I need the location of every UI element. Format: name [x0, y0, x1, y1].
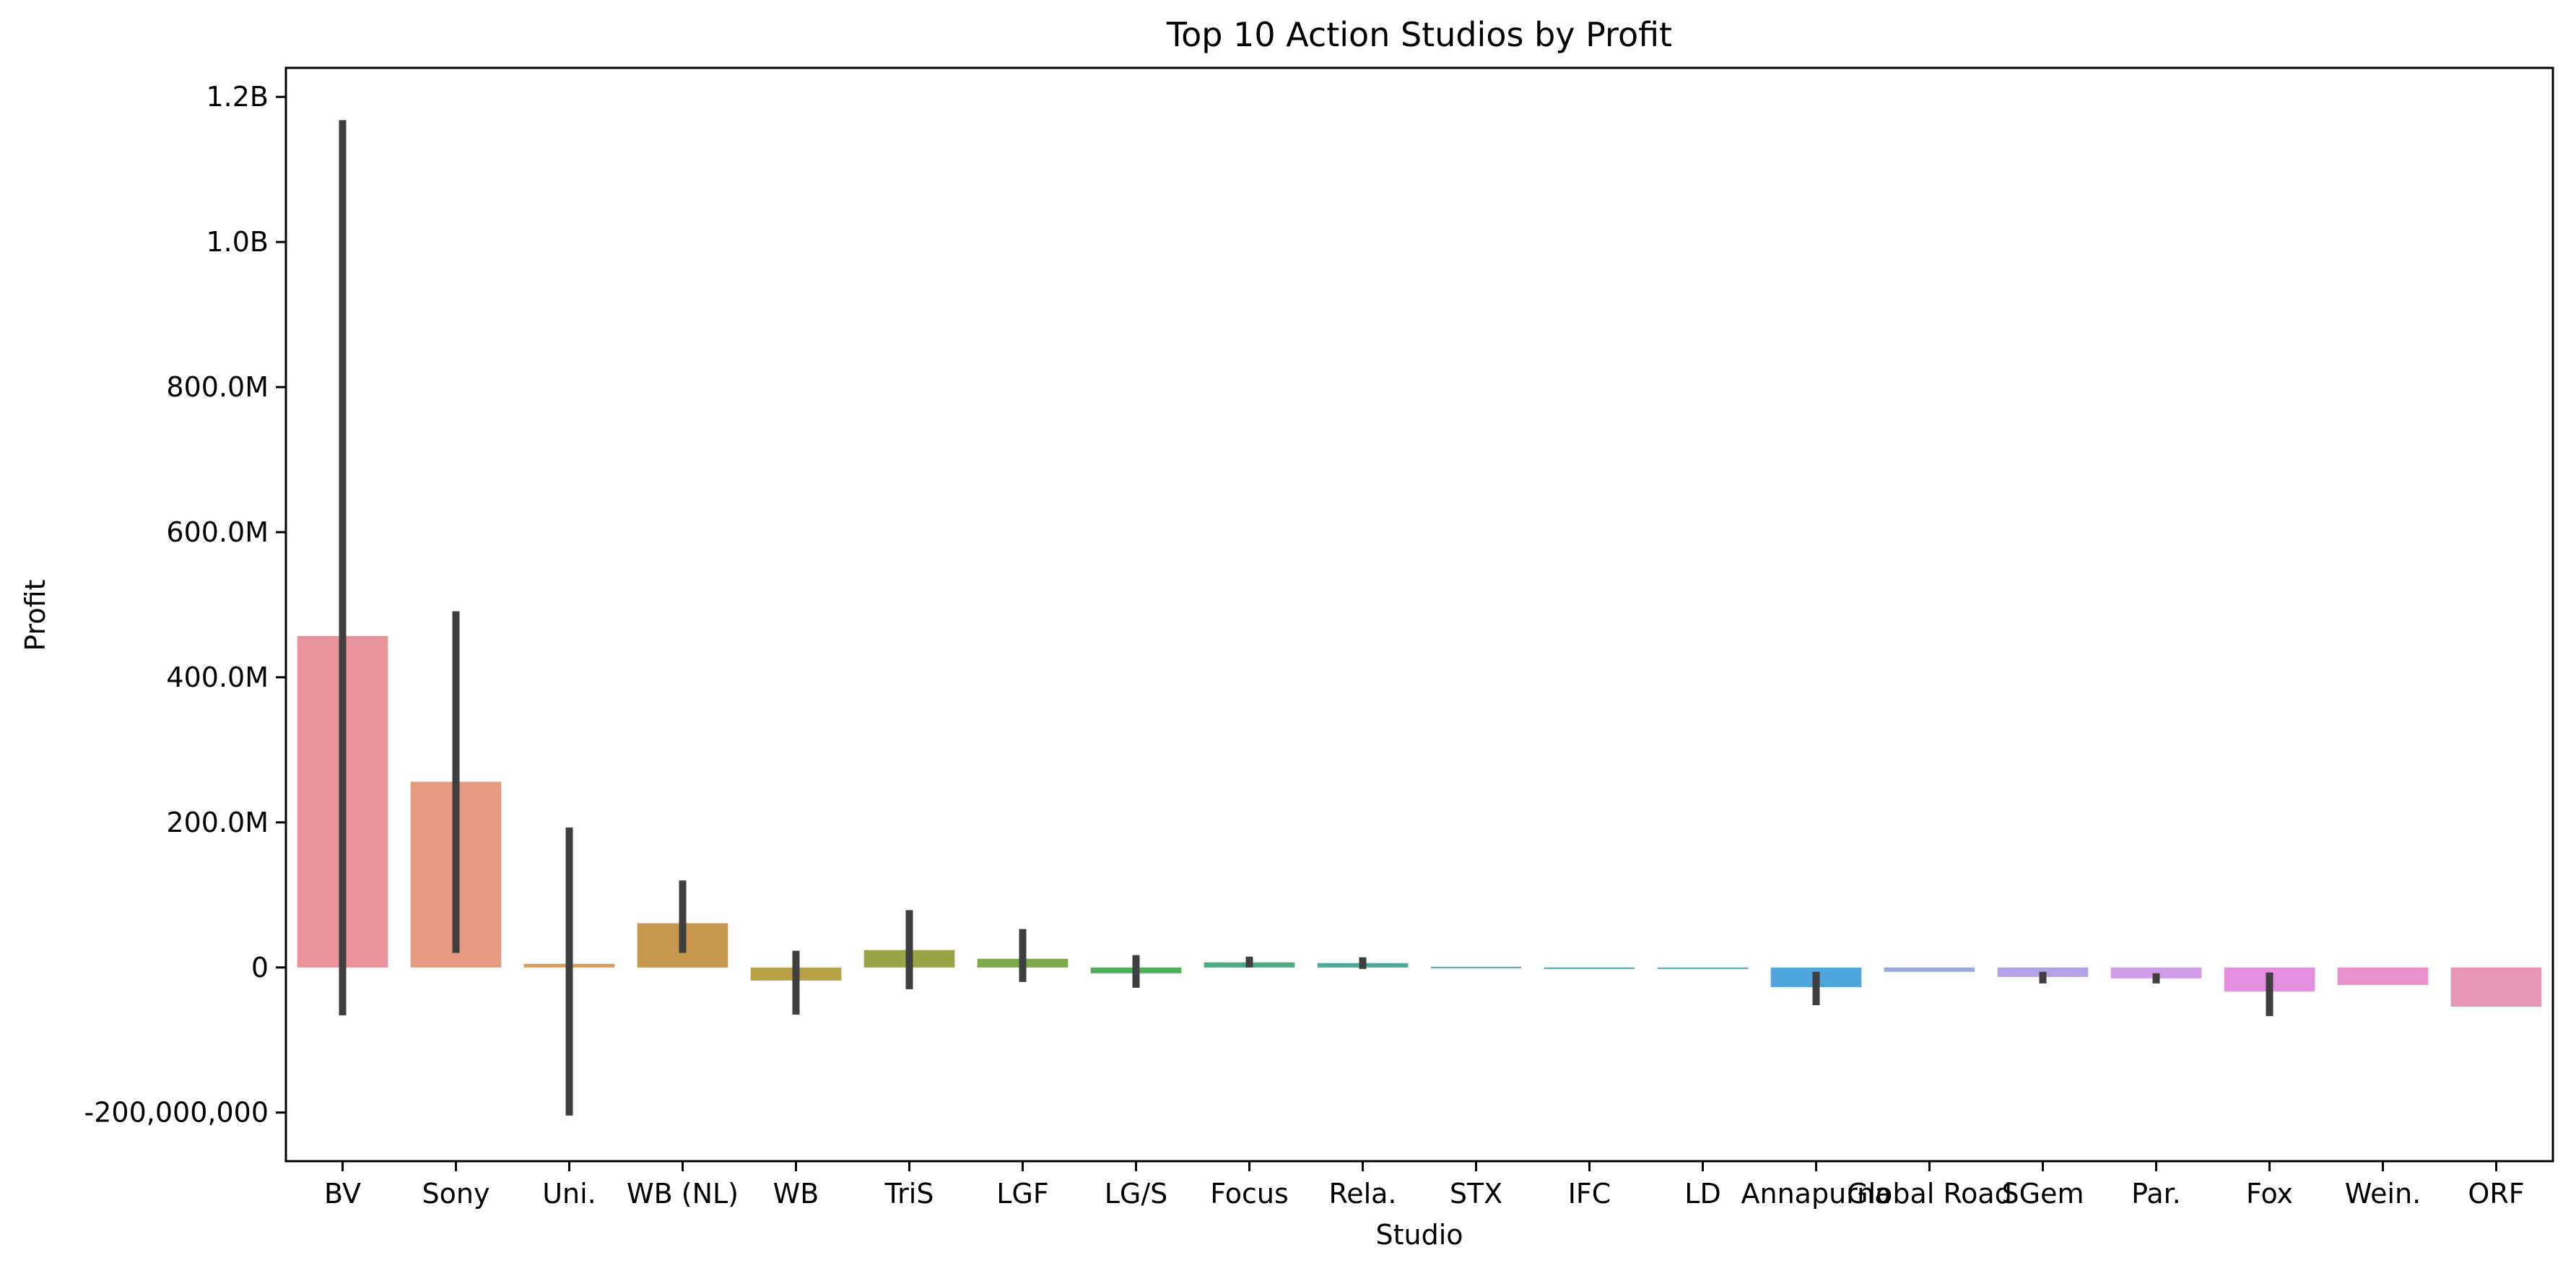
bar — [1884, 967, 1975, 972]
x-tick-label: Sony — [422, 1178, 490, 1210]
x-tick-label: Global Road — [1847, 1178, 2012, 1210]
x-tick-label: WB — [773, 1178, 819, 1210]
x-tick-label: Rela. — [1329, 1178, 1397, 1210]
bar — [2110, 967, 2202, 978]
x-tick-label: Par. — [2131, 1178, 2181, 1210]
bar — [1657, 967, 1749, 969]
error-bars-group — [339, 120, 2273, 1116]
x-tick-label: LD — [1684, 1178, 1720, 1210]
x-tick-label: WB (NL) — [627, 1178, 739, 1210]
y-tick-label: 200.0M — [166, 807, 269, 838]
x-axis-label: Studio — [1375, 1219, 1463, 1251]
x-tick-label: Wein. — [2345, 1178, 2421, 1210]
x-tick-label: ORF — [2468, 1178, 2524, 1210]
bar — [1430, 966, 1522, 968]
x-tick-label: Uni. — [542, 1178, 596, 1210]
y-tick-label: 800.0M — [166, 371, 269, 403]
y-tick-label: 1.2B — [206, 81, 269, 113]
x-tick-label: SGem — [2002, 1178, 2084, 1210]
bar — [1544, 967, 1635, 969]
x-axis-ticks: BV Sony Uni. WB (NL) WB TriS LGF LG/S Focus Rela.… — [324, 1161, 2525, 1210]
chart-title: Top 10 Action Studios by Profit — [1166, 15, 1672, 54]
y-tick-label: -200,000,000 — [84, 1097, 269, 1129]
x-tick-label: LGF — [996, 1178, 1048, 1210]
x-tick-label: STX — [1450, 1178, 1502, 1210]
x-tick-label: Focus — [1210, 1178, 1289, 1210]
y-tick-label: 400.0M — [166, 661, 269, 693]
x-tick-label: Annapurna — [1741, 1178, 1892, 1210]
x-tick-label: Fox — [2246, 1178, 2293, 1210]
bar — [2337, 967, 2429, 985]
bar — [2450, 967, 2542, 1007]
y-tick-label: 0 — [251, 952, 269, 984]
y-axis-ticks: -200,000,000 0 200.0M 400.0M 600.0M 800.0M 1.0… — [84, 81, 286, 1129]
y-tick-label: 1.0B — [206, 226, 269, 258]
x-tick-label: LG/S — [1105, 1178, 1168, 1210]
y-tick-label: 600.0M — [166, 516, 269, 548]
x-tick-label: BV — [324, 1178, 361, 1210]
y-axis-label: Profit — [19, 579, 51, 651]
plot-frame — [284, 66, 2554, 1163]
x-tick-label: TriS — [884, 1178, 934, 1210]
x-tick-label: IFC — [1568, 1178, 1611, 1210]
